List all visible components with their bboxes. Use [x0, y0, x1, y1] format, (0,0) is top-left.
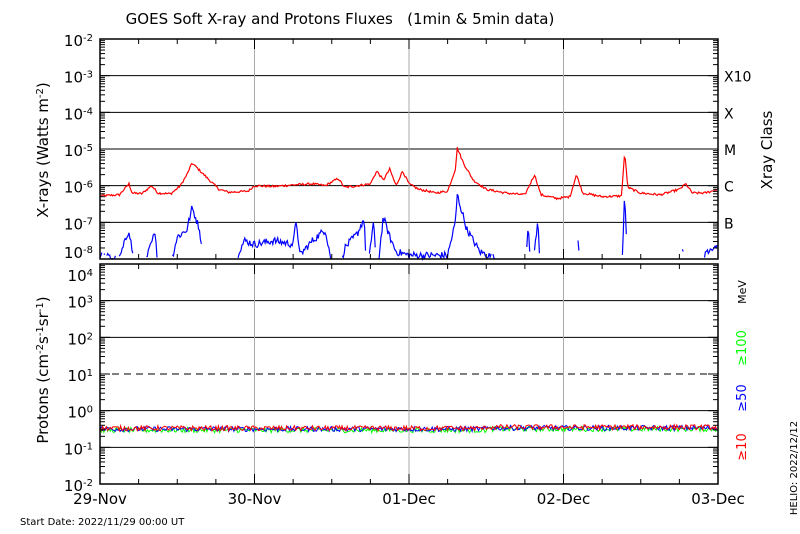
legend-10mev: ≥10: [735, 433, 750, 460]
legend-50mev: ≥50: [735, 384, 750, 411]
xray-class-label: Xray Class: [758, 110, 776, 189]
proton-y-axis-label: Protons (cm-2s-1sr-1): [34, 296, 52, 443]
mev-label: MeV: [736, 280, 749, 304]
x-tick-label: 02-Dec: [537, 490, 591, 508]
xray-class-X: X: [724, 106, 734, 122]
xray-class-B: B: [724, 216, 734, 232]
xray-series-short: [99, 193, 718, 262]
legend-100mev: ≥100: [735, 330, 750, 366]
xray-class-X10: X10: [724, 70, 751, 86]
proton-series-≥10: [99, 423, 718, 433]
xray-class-M: M: [724, 143, 736, 159]
chart-title: GOES Soft X-ray and Protons Fluxes (1min…: [126, 10, 555, 28]
x-tick-label: 03-Dec: [691, 490, 745, 508]
x-tick-label: 30-Nov: [228, 490, 282, 508]
start-date: Start Date: 2022/11/29 00:00 UT: [20, 517, 185, 528]
helio-credit: HELIO: 2022/12/12: [789, 421, 800, 515]
xray-y-axis-label: X-rays (Watts m-2): [34, 82, 52, 217]
x-tick-label: 01-Dec: [382, 490, 436, 508]
x-tick-label: 29-Nov: [73, 490, 127, 508]
xray-series-long: [99, 147, 718, 201]
xray-class-C: C: [724, 180, 734, 196]
